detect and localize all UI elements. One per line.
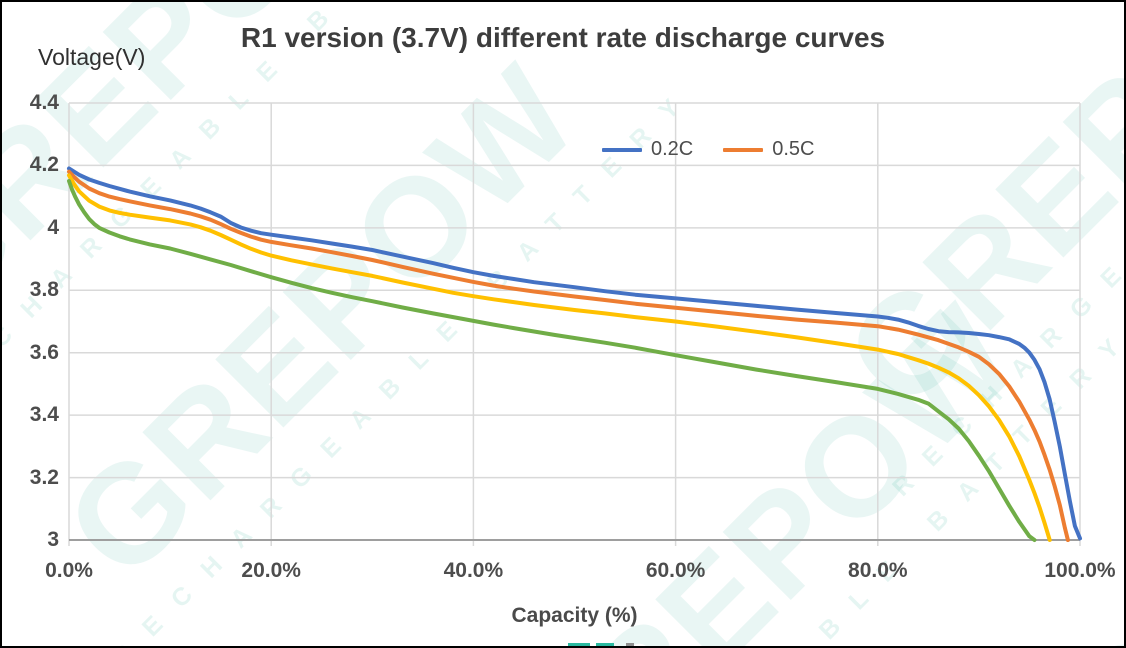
- y-tick-label: 3.4: [29, 403, 59, 427]
- legend-item-0.2C: 0.2C: [602, 138, 693, 161]
- y-axis-title: Voltage(V): [38, 44, 146, 70]
- legend-line-swatch: [723, 147, 764, 152]
- x-tick-label: 20.0%: [241, 559, 301, 582]
- x-axis-title: Capacity (%): [511, 604, 638, 627]
- y-tick-label: 3.8: [29, 278, 59, 302]
- x-tick-label: 100.0%: [1044, 559, 1116, 582]
- curve-0.2C: [67, 166, 1082, 541]
- legend: 0.2C 0.5C: [602, 138, 815, 161]
- y-tick-label: 3.6: [29, 340, 59, 364]
- bottom-edge-gray-dash: [626, 643, 634, 646]
- curve-unlabeled-yellow: [67, 173, 1052, 542]
- y-tick-label: 4.4: [29, 91, 59, 114]
- y-tick-label: 4: [47, 215, 59, 239]
- x-tick-label: 0.0%: [45, 559, 93, 582]
- curve-unlabeled-green: [67, 179, 1037, 542]
- y-tick-label: 4.2: [29, 153, 59, 177]
- x-tick-label: 60.0%: [645, 559, 706, 582]
- curve-0.5C: [67, 169, 1070, 542]
- bottom-edge-teal-dash-1: [568, 643, 590, 646]
- y-tick-label: 3.2: [29, 465, 59, 489]
- legend-label: 0.2C: [651, 138, 694, 160]
- chart-title: R1 version (3.7V) different rate dischar…: [240, 22, 886, 53]
- legend-line-swatch: [602, 147, 642, 152]
- x-tick-label: 40.0%: [443, 559, 504, 582]
- y-tick-label: 3: [47, 528, 59, 551]
- legend-item-0.5C: 0.5C: [723, 138, 815, 161]
- legend-label: 0.5C: [772, 138, 815, 160]
- x-tick-label: 80.0%: [848, 559, 908, 582]
- bottom-edge-teal-dash-2: [596, 643, 614, 646]
